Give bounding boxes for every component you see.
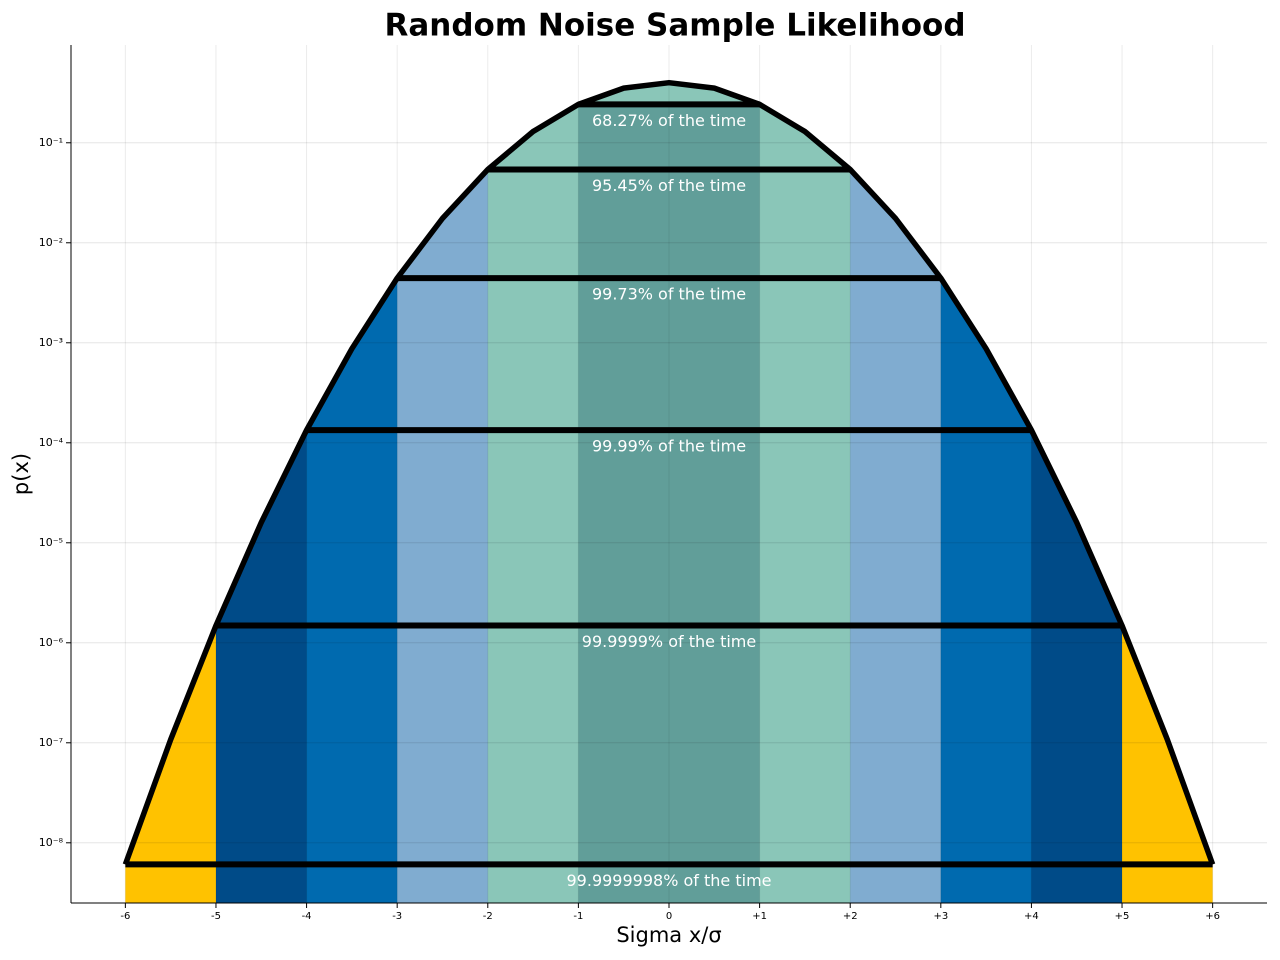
y-tick-label: 10⁻³ (39, 336, 63, 349)
y-tick-label: 10⁻⁶ (39, 636, 64, 649)
x-tick-label: -5 (211, 911, 221, 922)
curve (122, 79, 1216, 866)
chart-title: Random Noise Sample Likelihood (384, 8, 965, 44)
y-tick-label: 10⁻⁷ (39, 736, 63, 749)
level-label: 99.9999% of the time (582, 632, 756, 651)
x-tick-label: +5 (1115, 911, 1130, 922)
y-tick-label: 10⁻⁵ (39, 536, 63, 549)
x-tick-label: -6 (120, 911, 130, 922)
level-label: 68.27% of the time (592, 111, 746, 130)
x-tick-label: +3 (933, 911, 948, 922)
x-tick-label: 0 (666, 911, 672, 922)
x-tick-label: -1 (573, 911, 583, 922)
y-tick-label: 10⁻⁴ (39, 436, 64, 449)
level-label: 99.99% of the time (592, 437, 746, 456)
band-fill (578, 104, 760, 904)
y-axis-label: p(x) (9, 453, 33, 495)
x-tick-label: +1 (752, 911, 767, 922)
x-tick-label: -2 (483, 911, 493, 922)
x-tick-label: +2 (843, 911, 858, 922)
y-tick-label: 10⁻⁸ (39, 836, 64, 849)
x-tick-label: +6 (1205, 911, 1220, 922)
y-tick-label: 10⁻¹ (39, 136, 63, 149)
y-tick-label: 10⁻² (39, 236, 63, 249)
x-tick-label: +4 (1024, 911, 1039, 922)
x-tick-label: -3 (392, 911, 402, 922)
x-tick-label: -4 (302, 911, 312, 922)
level-label: 99.73% of the time (592, 285, 746, 304)
x-axis-label: Sigma x/σ (616, 923, 721, 947)
level-label: 99.9999998% of the time (567, 871, 772, 890)
level-label: 95.45% of the time (592, 176, 746, 195)
